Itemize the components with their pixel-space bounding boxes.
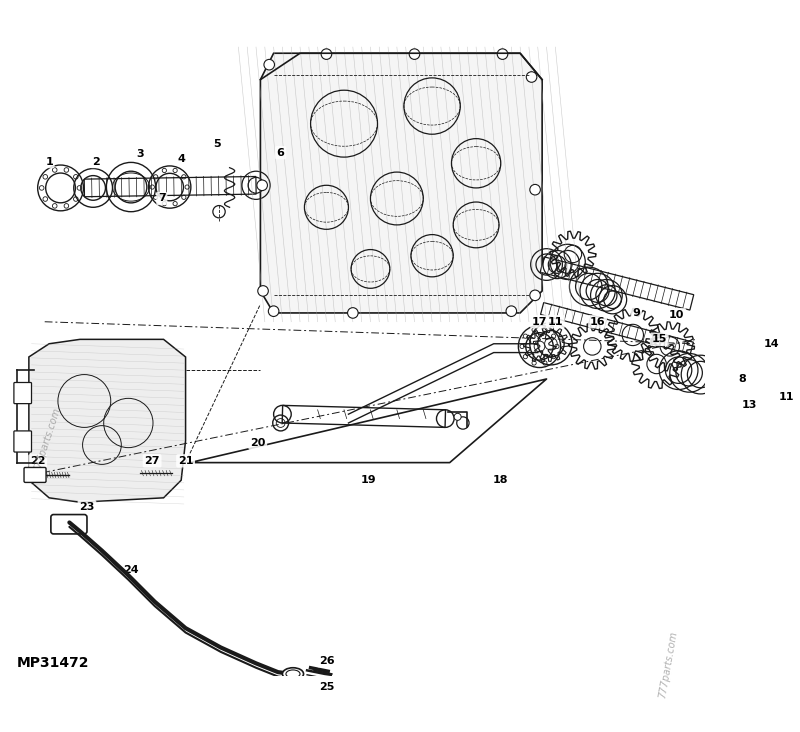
Text: 7: 7	[158, 193, 166, 203]
Text: 11: 11	[778, 392, 794, 402]
FancyBboxPatch shape	[51, 515, 87, 534]
Circle shape	[347, 307, 358, 318]
Circle shape	[321, 49, 332, 59]
FancyBboxPatch shape	[24, 468, 46, 482]
Circle shape	[268, 306, 279, 316]
Text: 5: 5	[214, 139, 221, 149]
Text: 777parts.com: 777parts.com	[658, 631, 679, 700]
FancyBboxPatch shape	[14, 431, 31, 452]
Text: 21: 21	[178, 456, 194, 466]
FancyBboxPatch shape	[14, 383, 31, 403]
Text: 13: 13	[742, 400, 757, 411]
Polygon shape	[540, 257, 694, 310]
Text: 23: 23	[79, 501, 94, 512]
Text: 26: 26	[318, 656, 334, 665]
Circle shape	[530, 290, 540, 301]
Text: 24: 24	[123, 565, 139, 575]
Text: 11: 11	[547, 317, 563, 326]
Circle shape	[409, 49, 420, 59]
Text: 22: 22	[30, 456, 46, 466]
Text: MP31472: MP31472	[17, 657, 89, 671]
Text: 20: 20	[250, 438, 266, 448]
Polygon shape	[29, 340, 186, 502]
Text: 12: 12	[798, 365, 800, 376]
Text: 6: 6	[277, 148, 285, 157]
Text: 16: 16	[590, 317, 606, 326]
Polygon shape	[261, 53, 542, 313]
Circle shape	[257, 180, 267, 190]
Circle shape	[163, 464, 181, 482]
Polygon shape	[84, 176, 256, 197]
Text: 15: 15	[651, 335, 667, 344]
Circle shape	[258, 285, 268, 296]
Text: 17: 17	[532, 317, 547, 326]
Polygon shape	[541, 302, 694, 354]
Polygon shape	[282, 406, 446, 427]
Text: 8: 8	[738, 374, 746, 384]
Text: 10: 10	[669, 310, 685, 320]
Text: 2: 2	[92, 157, 100, 166]
Circle shape	[526, 72, 537, 82]
Text: 18: 18	[493, 475, 509, 485]
Text: 777parts.com: 777parts.com	[31, 407, 62, 474]
Circle shape	[530, 184, 540, 195]
Text: 25: 25	[318, 682, 334, 692]
Circle shape	[506, 306, 517, 316]
Text: 27: 27	[144, 456, 160, 466]
Text: 3: 3	[136, 149, 144, 160]
Circle shape	[498, 49, 508, 59]
Text: 14: 14	[763, 339, 779, 348]
Circle shape	[264, 59, 274, 70]
Text: 19: 19	[361, 475, 377, 485]
Circle shape	[454, 414, 461, 420]
Ellipse shape	[282, 668, 303, 680]
Text: 1: 1	[46, 157, 53, 166]
Text: 4: 4	[178, 154, 185, 164]
Text: 9: 9	[632, 308, 640, 318]
